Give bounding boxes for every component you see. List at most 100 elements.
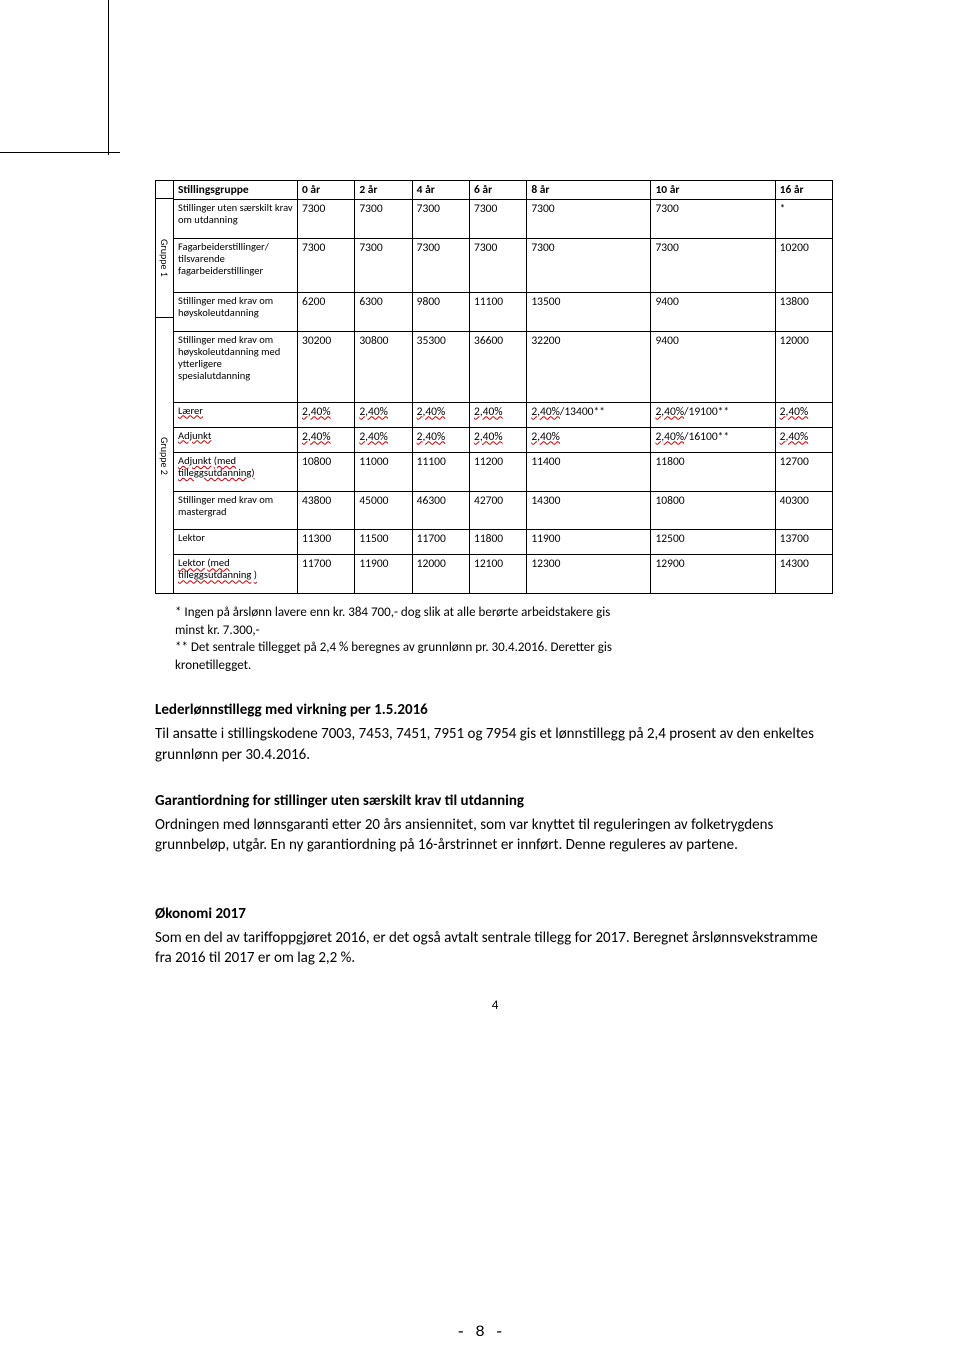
table-cell: 7300 bbox=[412, 238, 469, 293]
table-cell: 2,40%/19100** bbox=[651, 402, 775, 427]
table-cell: 35300 bbox=[412, 331, 469, 402]
table-cell: 13700 bbox=[775, 530, 832, 555]
table-cell: 2,40% bbox=[527, 427, 651, 452]
table-cell: 42700 bbox=[469, 491, 526, 530]
section-heading: Økonomi 2017 bbox=[155, 904, 835, 924]
inner-page-number: 4 bbox=[155, 998, 835, 1013]
footnote-line: minst kr. 7.300,- bbox=[175, 622, 795, 640]
row-label: Stillinger uten særskilt krav om utdanni… bbox=[174, 200, 298, 239]
row-label: Stillinger med krav om høyskoleutdanning… bbox=[174, 331, 298, 402]
table-row: Lektor1130011500117001180011900125001370… bbox=[174, 530, 833, 555]
table-cell: 2,40% bbox=[775, 427, 832, 452]
table-row: Adjunkt (med tilleggsutdanning)108001100… bbox=[174, 452, 833, 491]
table-cell: 30200 bbox=[298, 331, 355, 402]
table-cell: 11700 bbox=[298, 555, 355, 594]
table-cell: 11800 bbox=[469, 530, 526, 555]
salary-table-wrapper: Gruppe 1 Gruppe 2 Stillingsgruppe 0 år 2… bbox=[155, 180, 835, 594]
table-row: Stillinger uten særskilt krav om utdanni… bbox=[174, 200, 833, 239]
table-cell: 2,40% bbox=[412, 402, 469, 427]
table-cell: 11900 bbox=[527, 530, 651, 555]
table-cell: 2,40% bbox=[298, 427, 355, 452]
table-cell: 11700 bbox=[412, 530, 469, 555]
col-header: 16 år bbox=[775, 181, 832, 200]
table-cell: 10200 bbox=[775, 238, 832, 293]
table-cell: 12000 bbox=[412, 555, 469, 594]
table-cell: 10800 bbox=[651, 491, 775, 530]
col-header: 8 år bbox=[527, 181, 651, 200]
col-header: 2 år bbox=[355, 181, 412, 200]
table-cell: 2,40% bbox=[355, 427, 412, 452]
table-cell: 11400 bbox=[527, 452, 651, 491]
table-cell: 11500 bbox=[355, 530, 412, 555]
footnote-line: * Ingen på årslønn lavere enn kr. 384 70… bbox=[175, 604, 795, 622]
table-cell: 11100 bbox=[412, 452, 469, 491]
table-cell: 7300 bbox=[355, 238, 412, 293]
table-row: Stillinger med krav om mastergrad4380045… bbox=[174, 491, 833, 530]
row-label: Adjunkt (med tilleggsutdanning) bbox=[174, 452, 298, 491]
section-heading: Lederlønnstillegg med virkning per 1.5.2… bbox=[155, 700, 835, 720]
table-cell: 2,40% bbox=[355, 402, 412, 427]
col-header: Stillingsgruppe bbox=[174, 181, 298, 200]
table-cell: 7300 bbox=[651, 200, 775, 239]
table-cell: 36600 bbox=[469, 331, 526, 402]
body-text: Lederlønnstillegg med virkning per 1.5.2… bbox=[155, 700, 835, 968]
table-cell: 7300 bbox=[412, 200, 469, 239]
table-cell: 32200 bbox=[527, 331, 651, 402]
decorative-hline bbox=[0, 152, 120, 153]
table-cell: * bbox=[775, 200, 832, 239]
table-cell: 9400 bbox=[651, 331, 775, 402]
table-cell: 2,40% bbox=[298, 402, 355, 427]
group-label-spacer bbox=[156, 181, 173, 199]
table-cell: 14300 bbox=[527, 491, 651, 530]
table-cell: 43800 bbox=[298, 491, 355, 530]
table-cell: 30800 bbox=[355, 331, 412, 402]
table-cell: 11300 bbox=[298, 530, 355, 555]
table-cell: 9400 bbox=[651, 293, 775, 332]
table-cell: 11900 bbox=[355, 555, 412, 594]
row-label: Lektor bbox=[174, 530, 298, 555]
page: Gruppe 1 Gruppe 2 Stillingsgruppe 0 år 2… bbox=[0, 0, 960, 1371]
row-label: Stillinger med krav om høyskoleutdanning bbox=[174, 293, 298, 332]
table-cell: 12700 bbox=[775, 452, 832, 491]
table-cell: 2,40% bbox=[775, 402, 832, 427]
content-area: Gruppe 1 Gruppe 2 Stillingsgruppe 0 år 2… bbox=[155, 180, 835, 1013]
table-cell: 7300 bbox=[298, 200, 355, 239]
footnote-line: ** Det sentrale tillegget på 2,4 % bereg… bbox=[175, 639, 795, 657]
table-cell: 14300 bbox=[775, 555, 832, 594]
table-cell: 2,40% bbox=[412, 427, 469, 452]
col-header: 0 år bbox=[298, 181, 355, 200]
row-label: Lærer bbox=[174, 402, 298, 427]
row-label: Adjunkt bbox=[174, 427, 298, 452]
outer-page-number: - 8 - bbox=[0, 1323, 960, 1341]
row-label: Lektor (med tilleggsutdanning ) bbox=[174, 555, 298, 594]
row-label: Stillinger med krav om mastergrad bbox=[174, 491, 298, 530]
table-cell: 9800 bbox=[412, 293, 469, 332]
table-row: Lektor (med tilleggsutdanning )117001190… bbox=[174, 555, 833, 594]
footnote-line: kronetillegget. bbox=[175, 657, 795, 675]
table-cell: 2,40% bbox=[469, 402, 526, 427]
table-cell: 7300 bbox=[651, 238, 775, 293]
table-cell: 45000 bbox=[355, 491, 412, 530]
table-header-row: Stillingsgruppe 0 år 2 år 4 år 6 år 8 år… bbox=[174, 181, 833, 200]
col-header: 6 år bbox=[469, 181, 526, 200]
table-cell: 11200 bbox=[469, 452, 526, 491]
table-row: Fagarbeiderstillinger/ tilsvarende fagar… bbox=[174, 238, 833, 293]
col-header: 4 år bbox=[412, 181, 469, 200]
table-cell: 11100 bbox=[469, 293, 526, 332]
table-cell: 7300 bbox=[469, 200, 526, 239]
decorative-vline bbox=[108, 0, 109, 155]
table-row: Stillinger med krav om høyskoleutdanning… bbox=[174, 293, 833, 332]
table-cell: 7300 bbox=[298, 238, 355, 293]
table-cell: 2,40%/13400** bbox=[527, 402, 651, 427]
salary-table: Stillingsgruppe 0 år 2 år 4 år 6 år 8 år… bbox=[173, 180, 833, 594]
table-cell: 7300 bbox=[355, 200, 412, 239]
table-cell: 11800 bbox=[651, 452, 775, 491]
table-cell: 6300 bbox=[355, 293, 412, 332]
paragraph: Til ansatte i stillingskodene 7003, 7453… bbox=[155, 724, 835, 765]
table-cell: 40300 bbox=[775, 491, 832, 530]
footnotes: * Ingen på årslønn lavere enn kr. 384 70… bbox=[155, 604, 835, 674]
table-row: Stillinger med krav om høyskoleutdanning… bbox=[174, 331, 833, 402]
table-cell: 7300 bbox=[527, 200, 651, 239]
table-cell: 7300 bbox=[527, 238, 651, 293]
table-cell: 2,40% bbox=[469, 427, 526, 452]
